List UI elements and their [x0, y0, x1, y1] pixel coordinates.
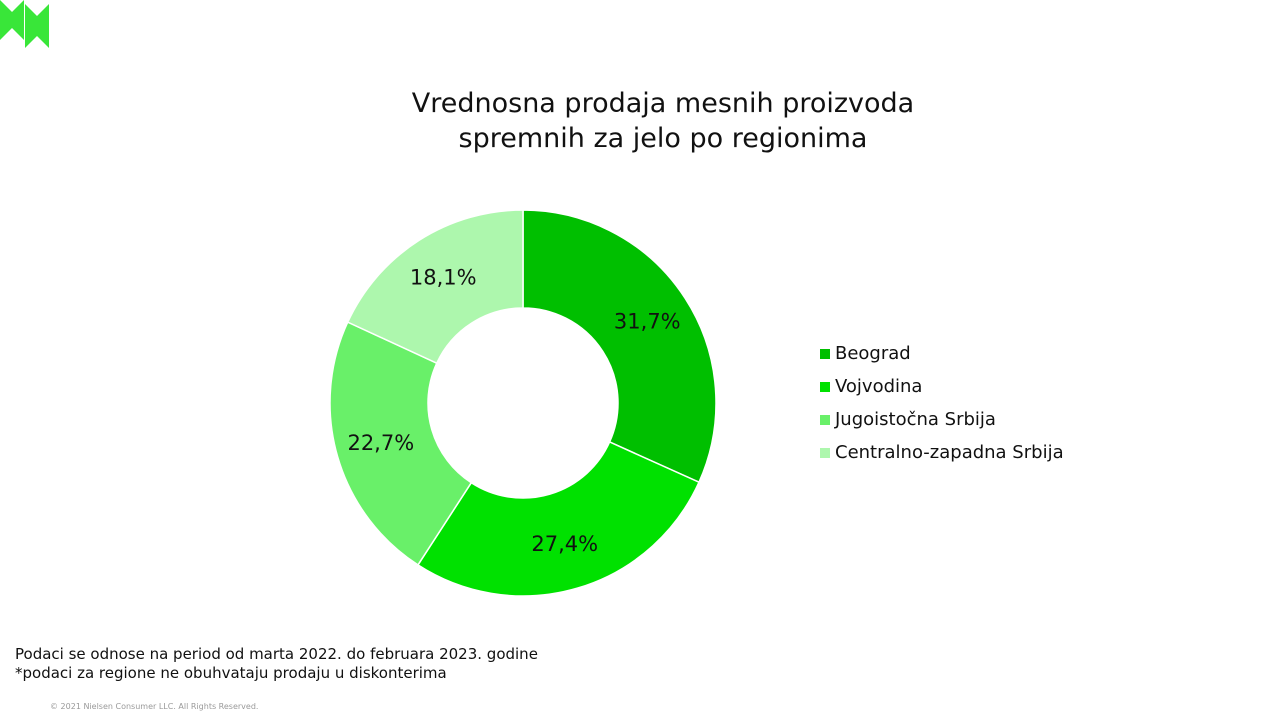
logo-stripe-left: [0, 0, 24, 40]
legend-label-3: Jugoistočna Srbija: [835, 409, 996, 430]
legend-label-1: Beograd: [835, 343, 911, 364]
data-label-3: 22,7%: [347, 431, 414, 455]
footnotes: Podaci se odnose na period od marta 2022…: [15, 645, 538, 683]
legend-label-2: Vojvodina: [835, 376, 923, 397]
copyright-text: © 2021 Nielsen Consumer LLC. All Rights …: [50, 702, 259, 711]
legend-swatch-4: [820, 447, 830, 458]
legend-swatch-3: [820, 414, 830, 425]
logo-stripe-right: [25, 4, 49, 48]
legend-label-4: Centralno-zapadna Srbija: [835, 442, 1064, 463]
nielsen-logo-icon: [0, 0, 49, 48]
legend-item-1: Beograd: [820, 337, 1064, 370]
donut-chart: 31,7% 27,4% 22,7% 18,1%: [329, 209, 717, 597]
chart-legend: Beograd Vojvodina Jugoistočna Srbija Centra…: [820, 337, 1064, 469]
donut-slice-2: [416, 441, 700, 597]
data-label-1: 31,7%: [614, 310, 681, 334]
footnote-period: Podaci se odnose na period od marta 2022…: [15, 645, 538, 663]
data-label-2: 27,4%: [531, 532, 598, 556]
footnote-discount: *podaci za regione ne obuhvataju prodaju…: [15, 664, 447, 682]
chart-title: Vrednosna prodaja mesnih proizvoda sprem…: [0, 86, 1280, 156]
legend-item-4: Centralno-zapadna Srbija: [820, 436, 1064, 469]
legend-swatch-2: [820, 381, 830, 392]
data-label-4: 18,1%: [410, 265, 477, 289]
donut-slice-3: [329, 321, 473, 566]
legend-item-2: Vojvodina: [820, 370, 1064, 403]
donut-slice-1: [522, 209, 717, 484]
chart-title-line-1: Vrednosna prodaja mesnih proizvoda: [411, 88, 915, 119]
chart-title-line-2: spremnih za jelo po regionima: [458, 123, 868, 154]
donut-slice-4: [346, 209, 524, 365]
legend-swatch-1: [820, 348, 830, 359]
legend-item-3: Jugoistočna Srbija: [820, 403, 1064, 436]
